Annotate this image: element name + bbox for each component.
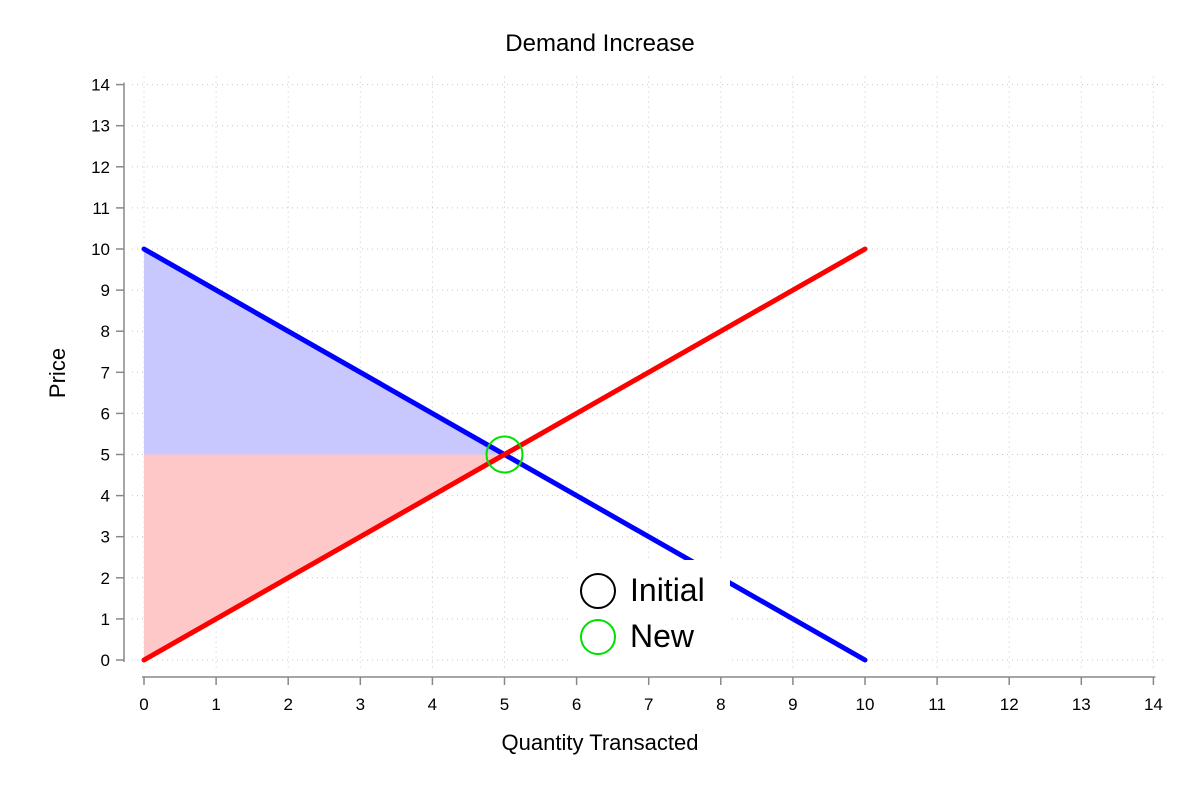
equilibrium-marker-new: [485, 435, 524, 474]
y-tick-label-1: 1: [101, 610, 110, 629]
x-tick-label-4: 4: [428, 695, 437, 714]
y-axis-label: Price: [45, 347, 70, 399]
x-tick-label-2: 2: [283, 695, 292, 714]
x-tick-label-1: 1: [211, 695, 220, 714]
x-tick-label-9: 9: [788, 695, 797, 714]
y-tick-label-8: 8: [101, 322, 110, 341]
x-tick-label-0: 0: [139, 695, 148, 714]
x-tick-label-10: 10: [856, 695, 875, 714]
y-tick-label-13: 13: [91, 117, 110, 136]
legend-label-initial: Initial: [630, 572, 705, 608]
y-tick-label-10: 10: [91, 240, 110, 259]
y-tick-label-6: 6: [101, 404, 110, 423]
y-tick-label-0: 0: [101, 651, 110, 670]
y-tick-label-3: 3: [101, 528, 110, 547]
x-tick-label-8: 8: [716, 695, 725, 714]
legend-marker-initial: [580, 572, 616, 609]
x-tick-label-3: 3: [356, 695, 365, 714]
y-tick-label-4: 4: [101, 487, 110, 506]
y-tick-label-5: 5: [101, 446, 110, 465]
chart-title: Demand Increase: [505, 30, 695, 57]
x-tick-label-5: 5: [500, 695, 509, 714]
x-tick-label-6: 6: [572, 695, 581, 714]
x-tick-label-12: 12: [1000, 695, 1019, 714]
legend-item-initial: Initial: [580, 572, 705, 609]
legend: Initial New: [570, 560, 730, 670]
y-tick-label-11: 11: [92, 199, 110, 218]
supply-curve: [141, 246, 868, 663]
x-tick-label-7: 7: [644, 695, 653, 714]
y-tick-label-2: 2: [101, 569, 110, 588]
legend-label-new: New: [630, 618, 695, 654]
x-axis-label: Quantity Transacted: [501, 730, 699, 755]
y-tick-label-9: 9: [101, 281, 110, 300]
legend-item-new: New: [580, 618, 694, 655]
x-tick-label-11: 11: [928, 695, 946, 714]
legend-marker-new: [580, 618, 616, 655]
y-tick-label-12: 12: [91, 158, 110, 177]
y-tick-label-7: 7: [101, 363, 110, 382]
x-tick-label-14: 14: [1144, 695, 1163, 714]
x-tick-label-13: 13: [1072, 695, 1091, 714]
y-tick-label-14: 14: [91, 76, 110, 95]
